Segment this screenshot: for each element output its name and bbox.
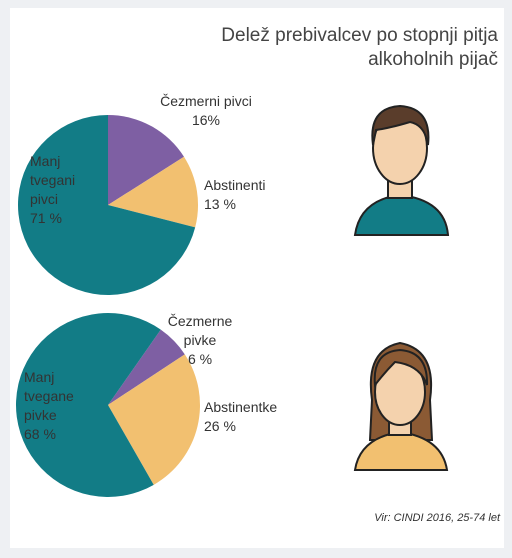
value-label: 71 % <box>30 210 62 226</box>
man-icon <box>353 104 450 236</box>
value-label: 16% <box>191 112 221 128</box>
category-label: Abstinentke <box>204 399 278 415</box>
category-label: Abstinenti <box>204 177 266 193</box>
category-label: Manj tvegani pivci <box>30 153 76 207</box>
value-label: 6 % <box>187 351 213 367</box>
slice-label: Manj tvegane pivke 68 % <box>24 368 96 444</box>
pie-slice <box>18 115 196 295</box>
slice-label: Čezmerne pivke 6 % <box>150 312 250 369</box>
category-label: Čezmerni pivci <box>160 93 252 109</box>
pie-slice <box>108 354 200 485</box>
slice-label: Abstinenti 13 % <box>204 176 304 214</box>
slice-label: Čezmerni pivci 16% <box>160 92 252 130</box>
pie-slice <box>108 329 185 405</box>
source: Vir: CINDI 2016, 25-74 let <box>374 512 500 524</box>
pie-slice <box>108 156 198 228</box>
title: Delež prebivalcev po stopnji pitja alkoh… <box>221 25 498 70</box>
category-label: Manj tvegane pivke <box>24 369 74 423</box>
pie-slice <box>108 115 184 205</box>
slice-label: Manj tvegani pivci 71 % <box>30 152 100 228</box>
value-label: 68 % <box>24 426 56 442</box>
pie-slice <box>15 313 161 497</box>
value-label: 13 % <box>204 196 236 212</box>
value-label: 26 % <box>204 418 236 434</box>
woman-icon <box>353 341 449 471</box>
category-label: Čezmerne pivke <box>167 313 233 348</box>
slice-label: Abstinentke 26 % <box>204 398 324 436</box>
